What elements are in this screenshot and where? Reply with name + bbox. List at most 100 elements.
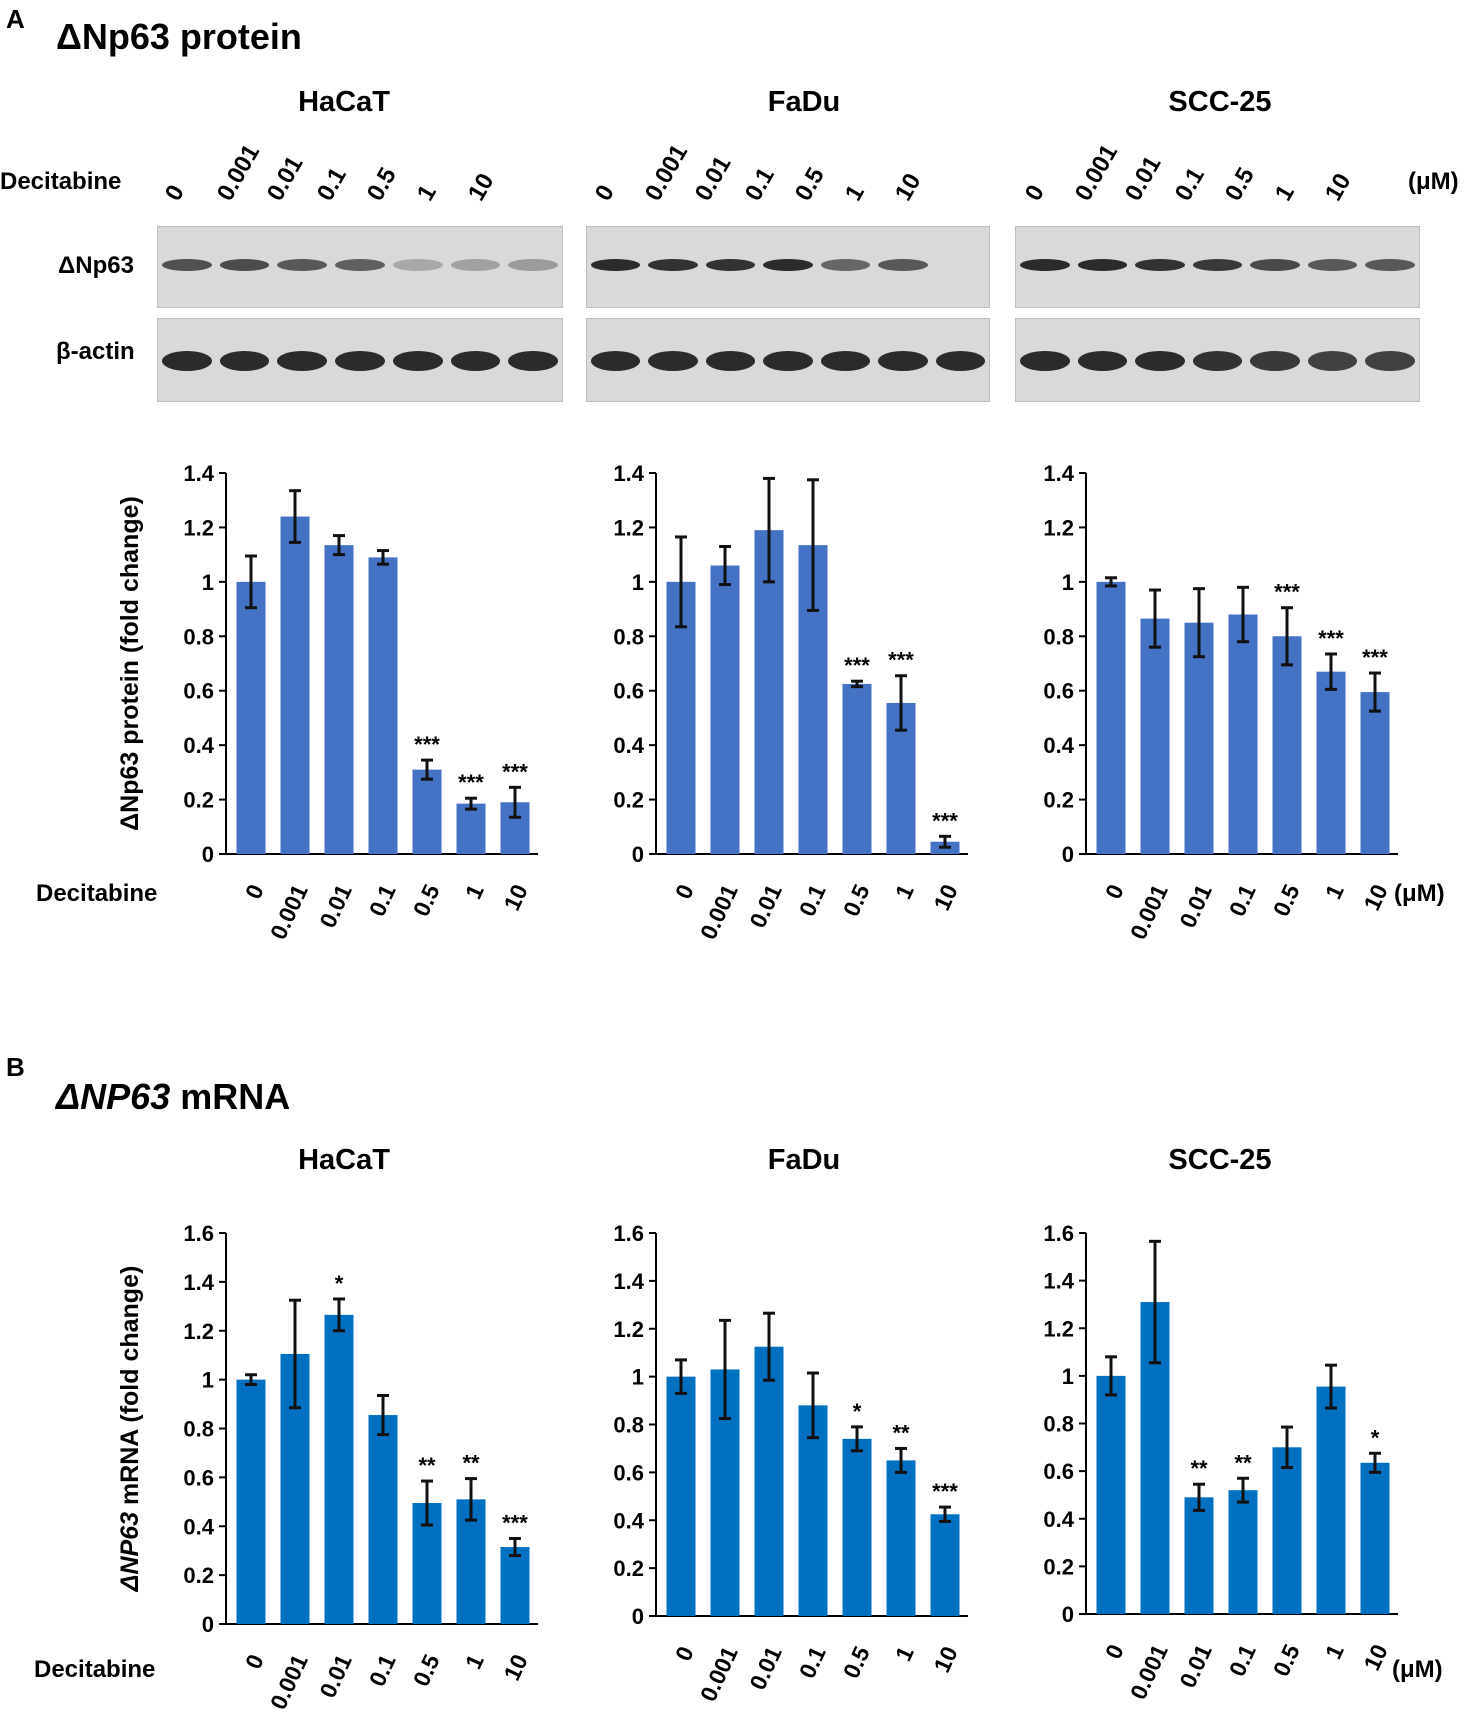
significance-label: **	[892, 1420, 910, 1445]
blot-band	[1020, 351, 1070, 371]
bar	[1272, 636, 1302, 854]
bar	[236, 581, 266, 854]
blot-band	[1192, 351, 1243, 371]
y-tick-label: 1.4	[1043, 1269, 1074, 1294]
blot-band	[219, 259, 270, 271]
y-tick-label: 0.4	[613, 733, 644, 758]
y-tick-label: 0.8	[1043, 1412, 1074, 1437]
blot-band	[648, 351, 698, 371]
blot-band	[1020, 259, 1070, 271]
y-tick-label: 0	[632, 842, 644, 867]
bar	[500, 1547, 530, 1624]
bar	[368, 1415, 398, 1624]
bar	[1228, 614, 1258, 854]
y-tick-label: 0	[1062, 1602, 1074, 1627]
blot-band	[335, 351, 385, 371]
y-tick-label: 1.4	[183, 1270, 214, 1295]
x-tick-label: 0.5	[408, 1650, 445, 1690]
bar	[798, 1405, 828, 1616]
bar	[1184, 622, 1214, 854]
bar	[1096, 1375, 1126, 1614]
x-tick-label: 0.01	[1174, 1640, 1217, 1692]
bar	[1228, 1490, 1258, 1614]
x-tick-label: 0.1	[794, 1642, 831, 1682]
y-tick-label: 0.6	[183, 1465, 214, 1490]
bar	[1360, 692, 1390, 854]
x-tick-label: 0	[1100, 1640, 1129, 1663]
y-tick-label: 0.8	[1043, 624, 1074, 649]
y-tick-label: 0.6	[1043, 679, 1074, 704]
y-tick-label: 1.4	[613, 1269, 644, 1294]
x-tick-label: 1	[460, 1650, 489, 1673]
x-tick-label: 1	[890, 1642, 919, 1665]
bar	[1316, 671, 1346, 854]
y-axis-label-gene: ΔNP63	[116, 1512, 144, 1592]
x-tick-label: 0.01	[744, 880, 787, 932]
y-tick-label: 1.2	[613, 1317, 644, 1342]
blot-band	[1365, 259, 1415, 271]
blot-band	[591, 351, 641, 371]
blot-band	[219, 351, 270, 371]
significance-label: ***	[502, 1510, 528, 1535]
y-tick-label: 0.2	[1043, 788, 1074, 813]
blot-band	[1250, 351, 1300, 371]
blot-band	[1192, 259, 1243, 271]
panel-b-xaxis-label: Decitabine	[34, 1656, 156, 1683]
blot-band	[392, 259, 443, 271]
blot-band	[820, 351, 871, 371]
y-tick-label: 0.8	[183, 624, 214, 649]
x-tick-label: 0.001	[1125, 880, 1173, 943]
panel-a-unit: (μM)	[1394, 880, 1445, 907]
panel-b-cell-hacat: HaCaT	[298, 1144, 390, 1176]
blot-band	[878, 351, 928, 371]
y-axis-label: ΔNp63 protein (fold change)	[116, 496, 144, 831]
y-tick-label: 0	[202, 1612, 214, 1637]
bar	[1140, 618, 1170, 854]
panel-a-cell-hacat: HaCaT	[298, 86, 390, 118]
significance-label: ***	[888, 648, 914, 673]
bar	[754, 530, 784, 854]
y-tick-label: 1.6	[613, 1221, 644, 1246]
y-tick-label: 1.2	[1043, 1316, 1074, 1341]
significance-label: *	[335, 1271, 344, 1296]
blot-band	[1307, 351, 1358, 371]
y-tick-label: 0.8	[183, 1417, 214, 1442]
blot-unit-label: (μM)	[1408, 168, 1459, 195]
y-tick-label: 0.2	[183, 1563, 214, 1588]
blot-panel-loading	[157, 318, 563, 402]
bar	[886, 1460, 916, 1616]
panel-b-title: ΔNP63 mRNA	[56, 1076, 290, 1118]
significance-label: ***	[1362, 645, 1388, 670]
y-tick-label: 1.2	[613, 515, 644, 540]
blot-panel-target	[157, 226, 563, 308]
significance-label: *	[1371, 1425, 1380, 1450]
y-tick-label: 1.4	[183, 461, 214, 486]
significance-label: ***	[458, 770, 484, 795]
x-tick-label: 0.001	[695, 880, 743, 943]
y-tick-label: 0.6	[613, 1460, 644, 1485]
y-tick-label: 0.2	[183, 788, 214, 813]
blot-panel-loading	[586, 318, 990, 402]
y-tick-label: 0.6	[613, 679, 644, 704]
x-tick-label: 0.1	[1224, 880, 1261, 920]
y-tick-label: 1.2	[1043, 515, 1074, 540]
blot-band	[648, 259, 698, 271]
y-tick-label: 1	[632, 1365, 644, 1390]
significance-label: **	[418, 1453, 436, 1478]
panel-a-letter: A	[6, 4, 25, 34]
y-tick-label: 0.4	[183, 1514, 214, 1539]
x-tick-label: 0.001	[1125, 1640, 1173, 1703]
bar	[324, 1314, 354, 1624]
significance-label: ***	[932, 808, 958, 833]
x-tick-label: 1	[1320, 1640, 1349, 1663]
blot-band	[1307, 259, 1358, 271]
y-tick-label: 0	[1062, 842, 1074, 867]
blot-band	[392, 351, 443, 371]
bar	[754, 1346, 784, 1616]
x-tick-label: 0.01	[1174, 880, 1217, 932]
y-tick-label: 1	[1062, 1364, 1074, 1389]
y-axis-label-rest: mRNA (fold change)	[116, 1266, 144, 1512]
y-tick-label: 1.6	[183, 1221, 214, 1246]
bar	[930, 1514, 960, 1616]
significance-label: ***	[414, 732, 440, 757]
